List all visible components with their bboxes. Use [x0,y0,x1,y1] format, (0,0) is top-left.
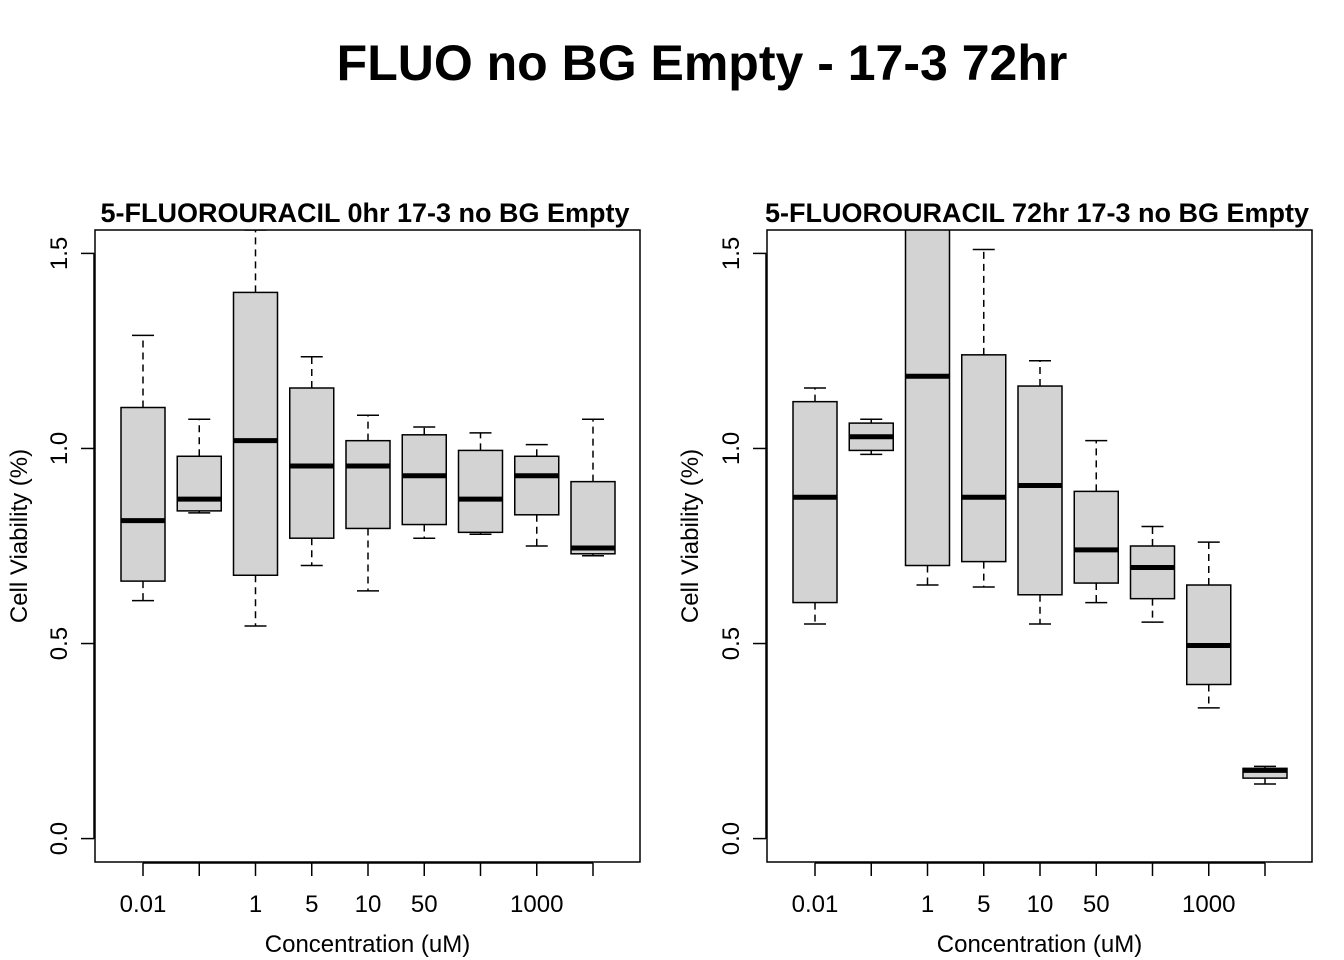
box-5 [345,414,391,592]
box-iqr [120,406,166,582]
x-tick-label: 50 [411,891,438,918]
boxes [792,230,1288,785]
x-tick-label: 1000 [510,891,563,918]
x-axis: 0.01 1 5 10 50 1000 Concentration (uM) [120,862,594,958]
box-9 [570,418,616,557]
x-tick-label: 1 [249,891,262,918]
box-7 [457,432,504,536]
x-tick-label: 5 [305,891,318,918]
box-6 [401,426,447,539]
y-tick-label: 1.0 [46,432,73,465]
y-tick-label: 1.5 [46,237,73,270]
x-tick-label: 1000 [1182,891,1235,918]
box-iqr [792,400,838,604]
box-5 [1017,359,1063,625]
y-axis-label: Cell Viability (%) [6,449,33,623]
x-tick-label: 0.01 [792,891,839,918]
x-axis: 0.01 1 5 10 50 1000 Concentration (uM) [792,862,1266,958]
box-4 [961,248,1007,588]
y-tick-label: 0.0 [718,822,745,855]
y-tick-label: 1.5 [718,237,745,270]
box-2 [848,418,894,456]
box-iqr [232,291,279,577]
x-tick-label: 0.01 [120,891,167,918]
box-iqr [176,455,222,512]
panel-2: 5-FLUOROURACIL 72hr 17-3 no BG Empty0.00… [677,198,1313,958]
box-iqr [1129,545,1176,600]
x-tick-label: 10 [1027,891,1054,918]
x-axis-label: Concentration (uM) [265,931,470,958]
box-8 [1186,541,1232,709]
y-tick-label: 0.5 [718,627,745,660]
x-axis-label: Concentration (uM) [937,931,1142,958]
box-1 [120,334,166,602]
box-iqr [1073,490,1119,584]
box-iqr [1186,584,1232,686]
x-tick-label: 10 [355,891,382,918]
box-7 [1129,525,1176,623]
y-axis: 0.0 0.5 1.0 1.5 Cell Viability (%) [677,237,767,855]
box-1 [792,387,838,625]
y-tick-label: 1.0 [718,432,745,465]
y-tick-label: 0.5 [46,627,73,660]
plot-frame [94,229,641,863]
panel-title: 5-FLUOROURACIL 72hr 17-3 no BG Empty [765,198,1309,228]
panel-1: 5-FLUOROURACIL 0hr 17-3 no BG Empty0.00.… [6,198,641,958]
box-iqr [457,449,504,534]
box-2 [176,418,222,514]
panel-title: 5-FLUOROURACIL 0hr 17-3 no BG Empty [100,198,629,228]
box-iqr [961,354,1007,563]
x-tick-label: 5 [977,891,990,918]
box-9 [1242,765,1288,785]
y-tick-label: 0.0 [46,822,73,855]
x-tick-label: 1 [921,891,934,918]
boxes [120,230,616,627]
box-6 [1073,439,1119,604]
x-tick-label: 50 [1083,891,1110,918]
box-iqr [345,439,391,530]
main-title: FLUO no BG Empty - 17-3 72hr [336,35,1068,91]
box-4 [289,356,335,567]
box-iqr [570,480,616,555]
y-axis: 0.0 0.5 1.0 1.5 Cell Viability (%) [6,237,95,855]
box-8 [514,443,560,547]
box-iqr [401,434,447,526]
plot-frame [766,229,1313,863]
box-iqr [1017,385,1063,596]
y-axis-label: Cell Viability (%) [677,449,704,623]
box-iqr [904,230,951,567]
box-iqr [289,387,335,539]
box-iqr [514,455,560,516]
box-3 [232,230,279,627]
box-3 [904,230,951,586]
